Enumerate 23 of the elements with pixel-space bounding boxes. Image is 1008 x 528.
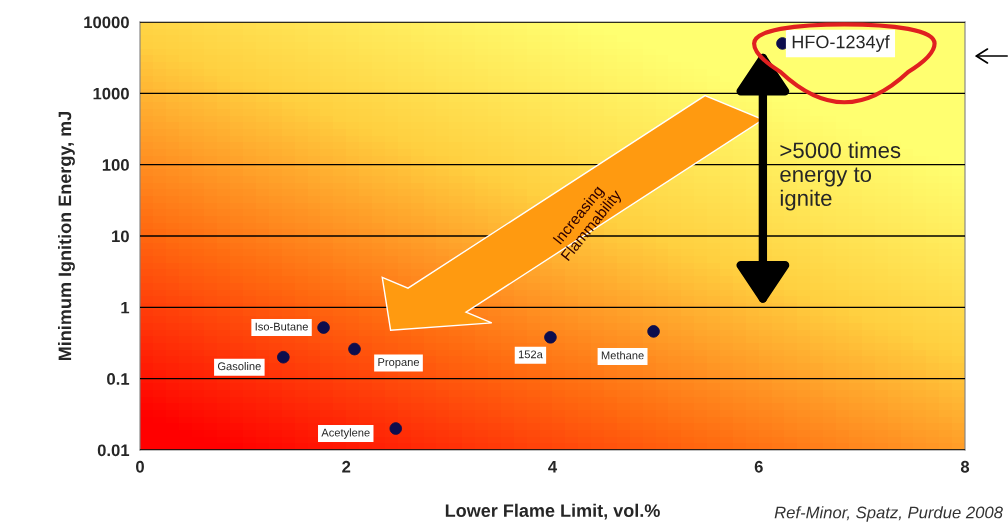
x-tick-label: 8 [960, 460, 970, 473]
x-tick-label: 0 [136, 460, 144, 473]
annotation: Acetylene [321, 428, 370, 439]
y-tick-label: 1 [121, 301, 130, 314]
annotation: Methane [601, 351, 644, 360]
annotation: Iso-Butane [255, 322, 308, 331]
annotation: Gasoline [217, 362, 261, 371]
y-tick-label: 10000 [84, 16, 129, 29]
y-tick-label: 0.01 [97, 444, 130, 457]
x-tick-label: 6 [754, 460, 763, 473]
x-axis-title: Lower Flame Limit, vol.% [445, 503, 660, 520]
y-tick-label: 10 [112, 230, 129, 243]
y-tick-label: 0.1 [107, 373, 130, 385]
y-axis-title: Minimum Ignition Energy, mJ [58, 112, 75, 361]
annotation: >5000 times energy to ignite [780, 141, 901, 211]
x-tick-label: 2 [342, 460, 351, 473]
annotation: 152a [518, 350, 543, 359]
annotation: HFO-1234yf [792, 35, 890, 52]
x-tick-label: 4 [548, 461, 558, 473]
y-tick-label: 1000 [93, 87, 129, 100]
annotation: Propane [378, 358, 420, 369]
y-tick-label: 100 [102, 159, 129, 171]
text: Ref-Minor, Spatz, Purdue 2008 [774, 506, 1003, 522]
